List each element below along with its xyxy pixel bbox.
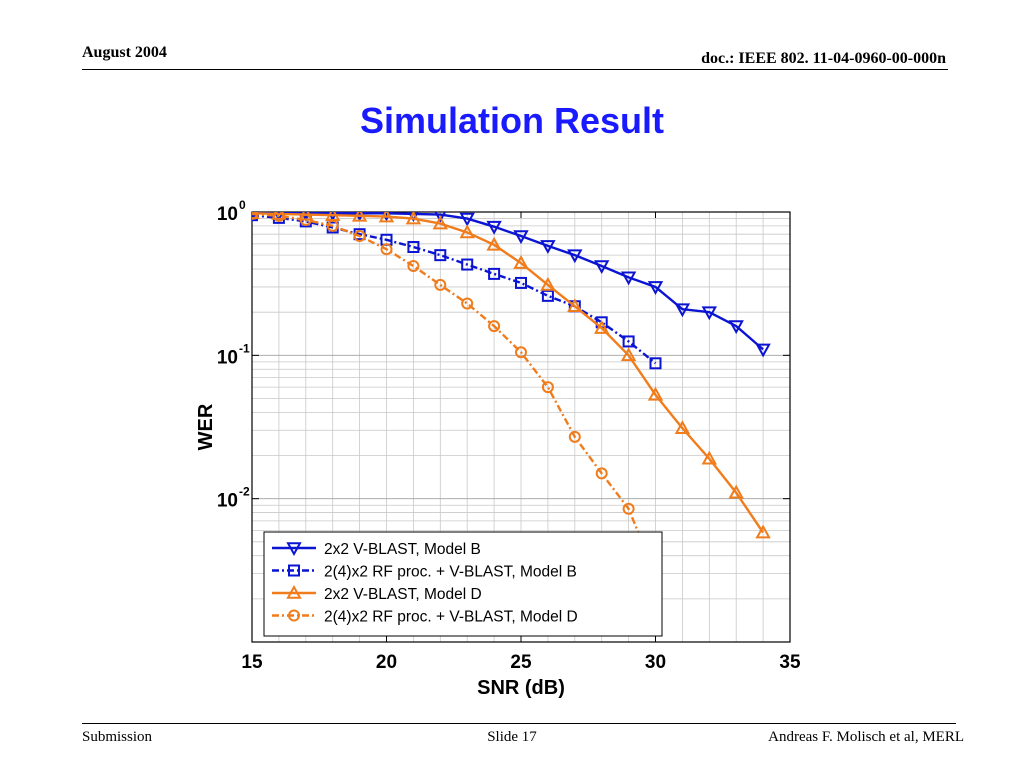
- legend-box: [263, 531, 663, 637]
- data-point: [459, 224, 475, 239]
- data-point: [701, 450, 717, 465]
- legend-entry: 2(4)x2 RF proc. + V-BLAST, Model D: [324, 609, 578, 626]
- footer-rule: [82, 723, 956, 724]
- header-rule: [82, 69, 948, 70]
- data-point: [620, 271, 637, 286]
- data-point: [541, 381, 554, 394]
- data-point: [298, 212, 314, 221]
- y-tick-exponent: 0: [239, 198, 246, 212]
- data-point: [755, 343, 771, 358]
- data-point: [432, 215, 448, 230]
- data-point: [540, 276, 556, 291]
- data-point: [513, 230, 529, 245]
- data-point: [541, 289, 554, 302]
- data-point: [515, 276, 527, 289]
- footer-submission: Submission: [82, 729, 153, 745]
- x-axis-label: SNR (dB): [477, 677, 565, 699]
- y-axis-label: WER: [195, 403, 217, 450]
- x-tick-label: 30: [645, 652, 666, 673]
- series-line: [252, 212, 765, 534]
- footer-slide-number: Slide 17: [487, 729, 537, 745]
- data-point: [486, 236, 502, 251]
- data-point: [461, 258, 474, 271]
- data-point: [407, 240, 420, 253]
- data-point: [407, 260, 420, 273]
- series-1: [252, 212, 771, 358]
- data-point: [622, 502, 635, 515]
- data-point: [461, 297, 474, 310]
- legend-swatch-marker: [286, 584, 302, 599]
- data-point: [252, 212, 258, 220]
- data-point: [252, 212, 260, 220]
- data-point: [488, 267, 501, 280]
- data-point: [649, 357, 662, 370]
- data-point: [513, 255, 529, 269]
- legend-swatch-marker: [288, 564, 300, 577]
- data-point: [567, 298, 583, 313]
- data-point: [271, 212, 287, 220]
- data-point: [647, 281, 664, 296]
- data-point: [728, 320, 744, 335]
- legend: 2x2 V-BLAST, Model B 2(4)x2 RF proc. + V-…: [263, 531, 663, 637]
- data-point: [459, 212, 475, 227]
- header-doc-id: doc.: IEEE 802. 11-04-0960-00-000n: [701, 50, 946, 67]
- y-tick-exponent: -2: [239, 485, 250, 499]
- y-tick-label: 10: [217, 347, 238, 368]
- data-point: [540, 240, 556, 254]
- x-tick-label: 20: [376, 652, 397, 673]
- data-point: [622, 335, 635, 348]
- y-tick-exponent: -1: [239, 341, 250, 355]
- data-point: [755, 524, 771, 539]
- data-point: [407, 212, 419, 222]
- data-point: [568, 430, 581, 443]
- x-tick-label: 25: [510, 652, 532, 673]
- data-point: [594, 260, 610, 275]
- data-point: [594, 319, 610, 334]
- legend-entry: 2x2 V-BLAST, Model B: [324, 541, 481, 558]
- y-tick-label: 10: [217, 491, 238, 512]
- data-point: [326, 219, 339, 232]
- data-point: [595, 467, 608, 480]
- data-point: [351, 212, 368, 222]
- data-point: [486, 220, 502, 235]
- legend-swatch-marker: [286, 542, 302, 557]
- data-point: [620, 347, 637, 362]
- legend-swatch-marker: [288, 609, 300, 622]
- y-tick-label: 10: [217, 204, 238, 225]
- data-point: [434, 249, 447, 262]
- data-point: [434, 278, 447, 291]
- data-point: [299, 213, 312, 226]
- data-point: [353, 230, 366, 243]
- data-point: [405, 212, 422, 225]
- series-3: [252, 212, 771, 539]
- series-line: [252, 212, 764, 351]
- data-point: [434, 212, 447, 223]
- series-line: [252, 213, 657, 365]
- data-point: [488, 320, 501, 333]
- data-point: [647, 386, 664, 401]
- data-point: [567, 249, 583, 264]
- data-point: [728, 484, 744, 499]
- series-line: [252, 212, 644, 543]
- x-tick-label: 15: [241, 652, 263, 673]
- footer-author: Andreas F. Molisch et al, MERL: [768, 729, 964, 745]
- data-point: [515, 346, 527, 359]
- data-point: [674, 420, 691, 435]
- slide-title: Simulation Result: [359, 100, 665, 141]
- x-tick-label: 35: [779, 652, 801, 673]
- data-point: [381, 212, 392, 222]
- data-point: [701, 306, 717, 321]
- header-date: August 2004: [82, 44, 167, 61]
- data-point: [378, 212, 395, 223]
- data-point: [380, 243, 393, 256]
- data-point: [674, 303, 691, 318]
- data-point: [272, 212, 285, 222]
- legend-entry: 2x2 V-BLAST, Model D: [324, 586, 482, 603]
- legend-entry: 2(4)x2 RF proc. + V-BLAST, Model B: [324, 564, 577, 581]
